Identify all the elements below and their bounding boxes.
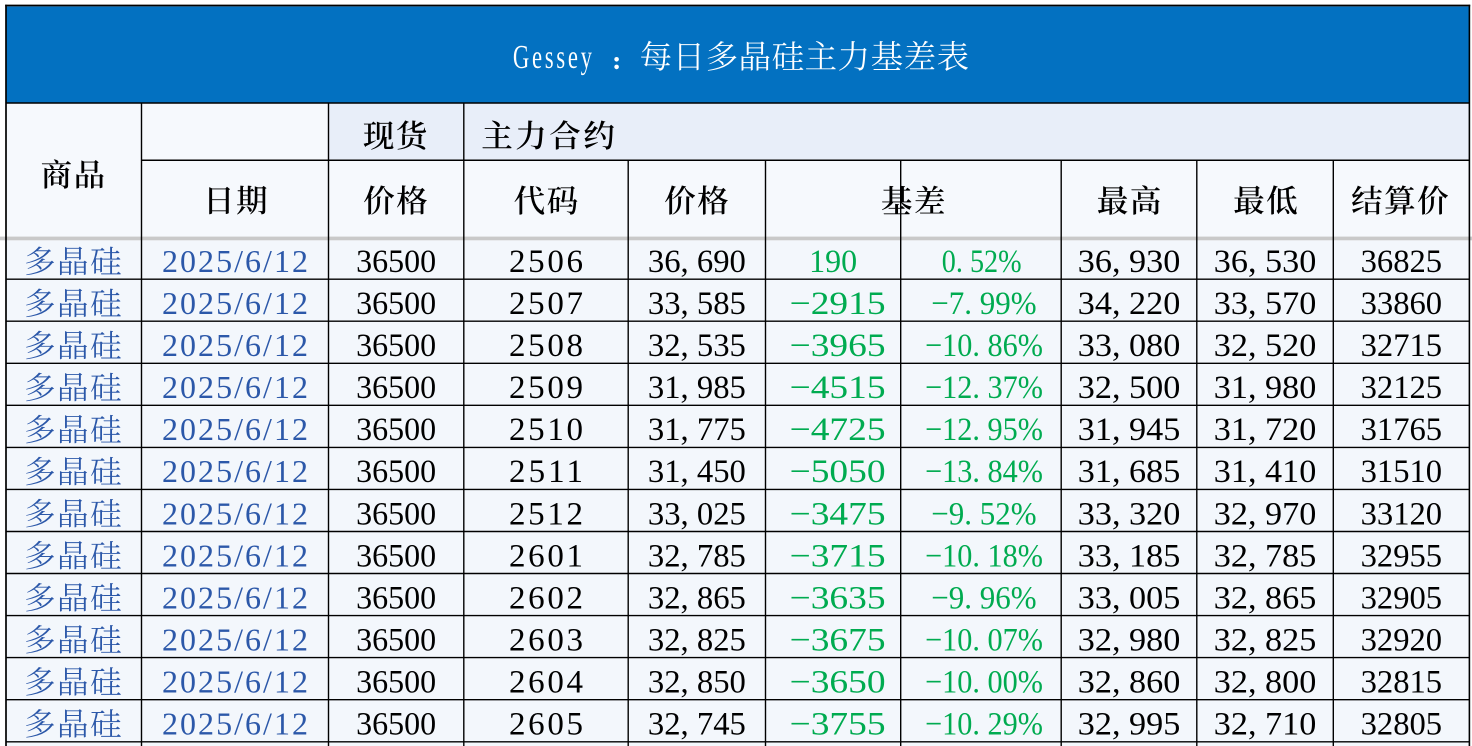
- svg-text:−9. 52%: −9. 52%: [931, 496, 1036, 532]
- svg-text:36, 530: 36, 530: [1214, 244, 1317, 280]
- svg-text:32, 520: 32, 520: [1214, 328, 1317, 364]
- svg-text:31, 775: 31, 775: [648, 412, 746, 448]
- svg-text:2025/6/12: 2025/6/12: [162, 453, 308, 489]
- svg-text:2025/6/12: 2025/6/12: [162, 706, 308, 742]
- svg-text:36500: 36500: [356, 707, 436, 743]
- svg-text:33, 185: 33, 185: [1078, 538, 1181, 574]
- svg-text:33, 570: 33, 570: [1214, 286, 1317, 322]
- svg-text:32, 850: 32, 850: [648, 665, 746, 701]
- svg-text:32, 995: 32, 995: [1078, 707, 1181, 743]
- svg-text:33860: 33860: [1361, 286, 1443, 322]
- svg-text:32125: 32125: [1361, 370, 1443, 406]
- svg-text:2025/6/12: 2025/6/12: [162, 537, 308, 573]
- svg-text:32715: 32715: [1361, 328, 1443, 364]
- svg-text:32, 865: 32, 865: [648, 580, 746, 616]
- svg-text:36, 690: 36, 690: [648, 244, 746, 280]
- svg-text:−3475: −3475: [790, 496, 886, 532]
- svg-text:31, 685: 31, 685: [1078, 454, 1181, 490]
- svg-text:33, 080: 33, 080: [1078, 328, 1181, 364]
- svg-text:−4725: −4725: [790, 412, 886, 448]
- svg-text:33, 025: 33, 025: [648, 496, 746, 532]
- svg-text:34, 220: 34, 220: [1078, 286, 1181, 322]
- svg-text:2025/6/12: 2025/6/12: [162, 285, 308, 321]
- svg-text:36500: 36500: [356, 412, 436, 448]
- svg-text:32920: 32920: [1361, 622, 1443, 658]
- svg-text:−3635: −3635: [790, 580, 886, 616]
- svg-text:32, 825: 32, 825: [648, 622, 746, 658]
- svg-text:36825: 36825: [1361, 244, 1443, 280]
- svg-text:−7. 99%: −7. 99%: [931, 286, 1036, 322]
- svg-text:32955: 32955: [1361, 538, 1443, 574]
- svg-text:32, 970: 32, 970: [1214, 496, 1317, 532]
- svg-text:2025/6/12: 2025/6/12: [162, 495, 308, 531]
- svg-text:31, 450: 31, 450: [648, 454, 746, 490]
- svg-text:32, 865: 32, 865: [1214, 580, 1317, 616]
- svg-text:33, 005: 33, 005: [1078, 580, 1181, 616]
- svg-text:36500: 36500: [356, 370, 436, 406]
- svg-text:36500: 36500: [356, 454, 436, 490]
- svg-text:−10. 07%: −10. 07%: [925, 622, 1043, 658]
- svg-text:−12. 95%: −12. 95%: [925, 412, 1043, 448]
- svg-text:32, 535: 32, 535: [648, 328, 746, 364]
- svg-text:32, 860: 32, 860: [1078, 665, 1181, 701]
- svg-text:32, 745: 32, 745: [648, 707, 746, 743]
- svg-text:2025/6/12: 2025/6/12: [162, 621, 308, 657]
- svg-text:−10. 29%: −10. 29%: [925, 707, 1043, 743]
- svg-text:2025/6/12: 2025/6/12: [162, 579, 308, 615]
- svg-text:−10. 00%: −10. 00%: [925, 665, 1043, 701]
- svg-text:32905: 32905: [1361, 580, 1443, 616]
- svg-text:32, 825: 32, 825: [1214, 622, 1317, 658]
- svg-text:−10. 18%: −10. 18%: [925, 538, 1043, 574]
- svg-text:32805: 32805: [1361, 707, 1443, 743]
- svg-text:33120: 33120: [1361, 496, 1443, 532]
- svg-text:−12. 37%: −12. 37%: [925, 370, 1043, 406]
- svg-text:2025/6/12: 2025/6/12: [162, 327, 308, 363]
- svg-text:36500: 36500: [356, 665, 436, 701]
- svg-text:32, 785: 32, 785: [648, 538, 746, 574]
- svg-text:2025/6/12: 2025/6/12: [162, 369, 308, 405]
- svg-text:32, 710: 32, 710: [1214, 707, 1317, 743]
- svg-text:−3675: −3675: [790, 622, 886, 658]
- svg-text:32, 500: 32, 500: [1078, 370, 1181, 406]
- svg-text:36500: 36500: [356, 244, 436, 280]
- svg-text:32, 785: 32, 785: [1214, 538, 1317, 574]
- svg-text:31, 945: 31, 945: [1078, 412, 1181, 448]
- svg-text:31, 980: 31, 980: [1214, 370, 1317, 406]
- svg-text:31, 410: 31, 410: [1214, 454, 1317, 490]
- svg-text:−3650: −3650: [790, 665, 886, 701]
- svg-text:2025/6/12: 2025/6/12: [162, 664, 308, 700]
- svg-text:31, 985: 31, 985: [648, 370, 746, 406]
- svg-text:36500: 36500: [356, 622, 436, 658]
- svg-text:36500: 36500: [356, 286, 436, 322]
- svg-text:33, 320: 33, 320: [1078, 496, 1181, 532]
- svg-text:36500: 36500: [356, 328, 436, 364]
- svg-text:−13. 84%: −13. 84%: [925, 454, 1043, 490]
- svg-text:32, 980: 32, 980: [1078, 622, 1181, 658]
- svg-text:36500: 36500: [356, 538, 436, 574]
- svg-text:33, 585: 33, 585: [648, 286, 746, 322]
- svg-text:−3755: −3755: [790, 707, 886, 743]
- svg-text:−3715: −3715: [790, 538, 886, 574]
- svg-text:−10. 86%: −10. 86%: [925, 328, 1043, 364]
- svg-text:32815: 32815: [1361, 665, 1443, 701]
- svg-text:31510: 31510: [1361, 454, 1443, 490]
- svg-text:31765: 31765: [1361, 412, 1443, 448]
- svg-text:36, 930: 36, 930: [1078, 244, 1181, 280]
- svg-text:−3965: −3965: [790, 328, 886, 364]
- svg-text:36500: 36500: [356, 580, 436, 616]
- svg-text:−9. 96%: −9. 96%: [931, 580, 1036, 616]
- svg-text:0. 52%: 0. 52%: [942, 244, 1022, 280]
- svg-text:31, 720: 31, 720: [1214, 412, 1317, 448]
- svg-text:32, 800: 32, 800: [1214, 665, 1317, 701]
- svg-text:36500: 36500: [356, 496, 436, 532]
- svg-text:−4515: −4515: [790, 370, 886, 406]
- svg-text:2025/6/12: 2025/6/12: [162, 243, 308, 279]
- svg-text:2025/6/12: 2025/6/12: [162, 411, 308, 447]
- svg-text:−5050: −5050: [790, 454, 886, 490]
- svg-text:190: 190: [809, 244, 857, 280]
- svg-text:−2915: −2915: [790, 286, 886, 322]
